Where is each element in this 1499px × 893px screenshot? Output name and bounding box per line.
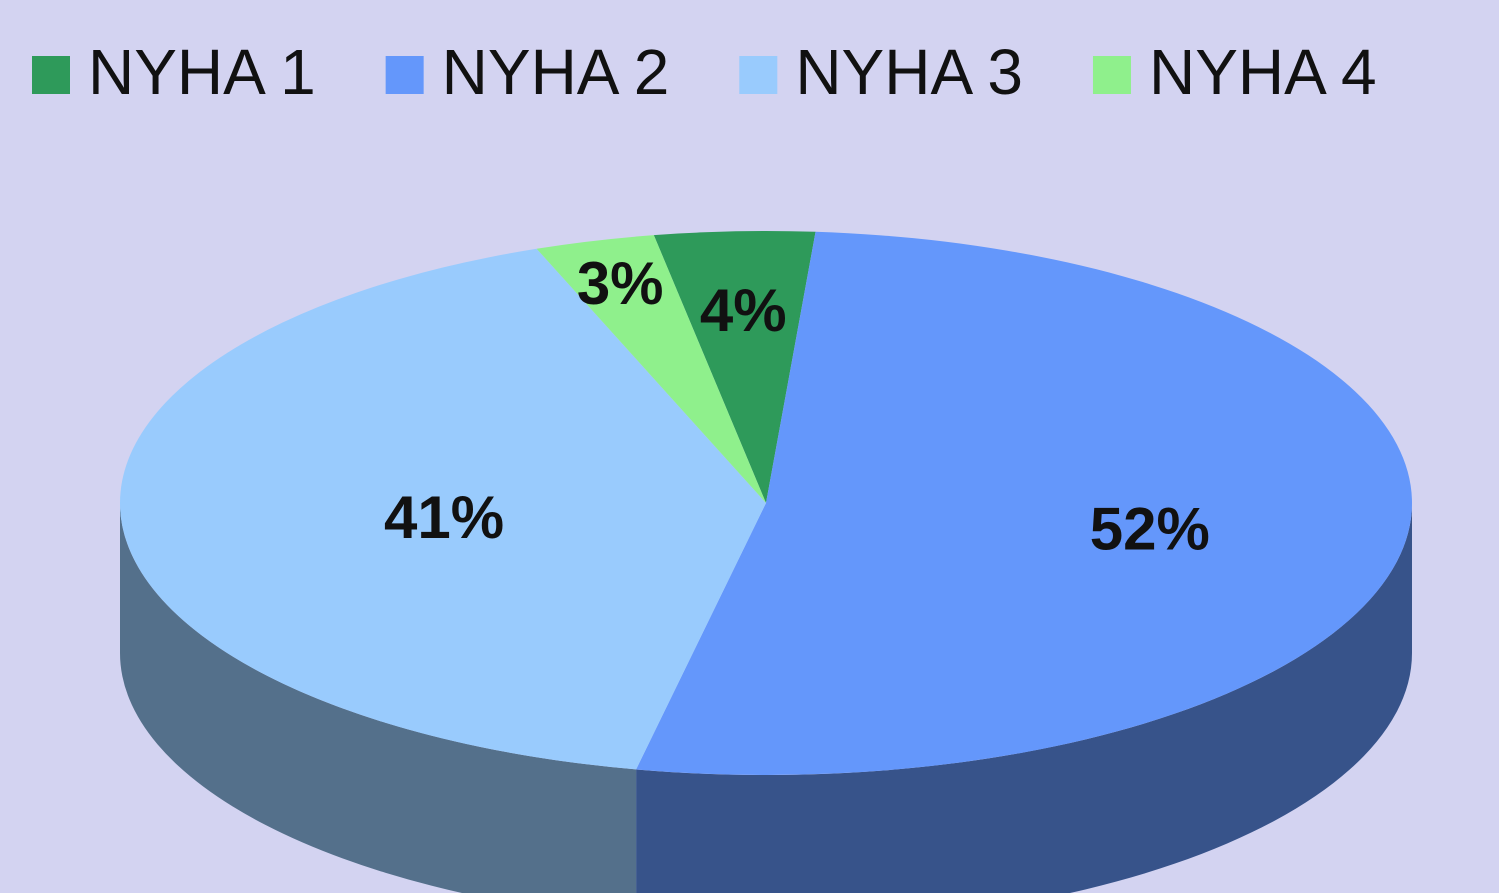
legend-swatch bbox=[739, 56, 778, 94]
slice-side bbox=[120, 503, 637, 893]
value-label: 41% bbox=[384, 484, 504, 551]
value-label: 3% bbox=[577, 250, 664, 317]
pie-slice bbox=[119, 248, 766, 770]
pie-slice bbox=[653, 231, 816, 503]
legend-swatch bbox=[385, 56, 424, 94]
legend-label: NYHA 4 bbox=[1149, 36, 1377, 108]
legend-label: NYHA 1 bbox=[88, 36, 316, 108]
legend-label: NYHA 2 bbox=[442, 36, 670, 108]
legend-swatch bbox=[1092, 56, 1131, 94]
slice-side bbox=[636, 503, 1412, 893]
value-label: 52% bbox=[1090, 496, 1210, 563]
pie-slice bbox=[536, 235, 766, 503]
pie-sides bbox=[120, 503, 1412, 893]
value-label: 4% bbox=[700, 277, 787, 344]
legend-label: NYHA 3 bbox=[795, 36, 1023, 108]
legend-swatch bbox=[32, 56, 70, 94]
pie-slice bbox=[636, 231, 1412, 775]
